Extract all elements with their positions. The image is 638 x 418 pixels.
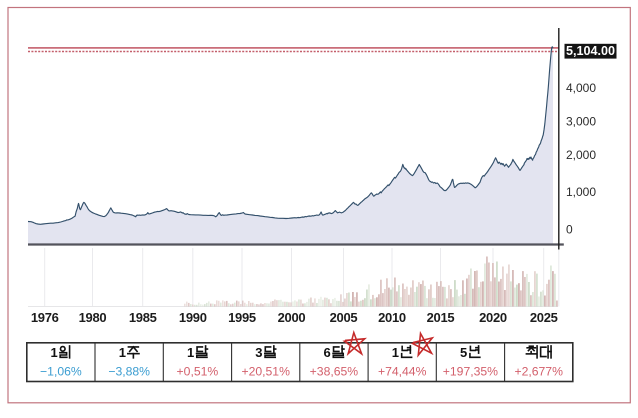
svg-text:1976: 1976 bbox=[31, 310, 59, 325]
svg-text:1: 1 bbox=[392, 345, 399, 360]
svg-text:3,000: 3,000 bbox=[566, 115, 596, 129]
svg-text:2025: 2025 bbox=[530, 310, 558, 325]
svg-text:2010: 2010 bbox=[378, 310, 406, 325]
svg-text:+0,51%: +0,51% bbox=[177, 365, 219, 379]
svg-text:1,000: 1,000 bbox=[566, 185, 596, 199]
svg-text:1980: 1980 bbox=[79, 310, 107, 325]
svg-text:+2,677%: +2,677% bbox=[514, 365, 563, 379]
svg-text:1990: 1990 bbox=[179, 310, 207, 325]
svg-text:+20,51%: +20,51% bbox=[241, 365, 290, 379]
svg-text:4,000: 4,000 bbox=[566, 81, 596, 95]
svg-text:2,000: 2,000 bbox=[566, 148, 596, 162]
svg-text:1: 1 bbox=[119, 345, 126, 360]
svg-text:1995: 1995 bbox=[228, 310, 256, 325]
svg-text:1: 1 bbox=[187, 345, 194, 360]
svg-text:2005: 2005 bbox=[330, 310, 358, 325]
svg-text:2015: 2015 bbox=[427, 310, 455, 325]
svg-text:5: 5 bbox=[460, 345, 467, 360]
svg-text:5,104.00: 5,104.00 bbox=[566, 44, 615, 58]
svg-text:2000: 2000 bbox=[278, 310, 306, 325]
svg-text:1: 1 bbox=[50, 345, 57, 360]
svg-text:1985: 1985 bbox=[129, 310, 157, 325]
svg-text:+197,35%: +197,35% bbox=[443, 365, 498, 379]
svg-text:−1,06%: −1,06% bbox=[40, 365, 82, 379]
svg-text:6: 6 bbox=[323, 345, 330, 360]
svg-text:2020: 2020 bbox=[479, 310, 507, 325]
svg-text:3: 3 bbox=[255, 345, 262, 360]
svg-text:+38,65%: +38,65% bbox=[310, 365, 359, 379]
svg-text:+74,44%: +74,44% bbox=[378, 365, 427, 379]
svg-text:−3,88%: −3,88% bbox=[108, 365, 150, 379]
svg-text:0: 0 bbox=[566, 223, 573, 237]
